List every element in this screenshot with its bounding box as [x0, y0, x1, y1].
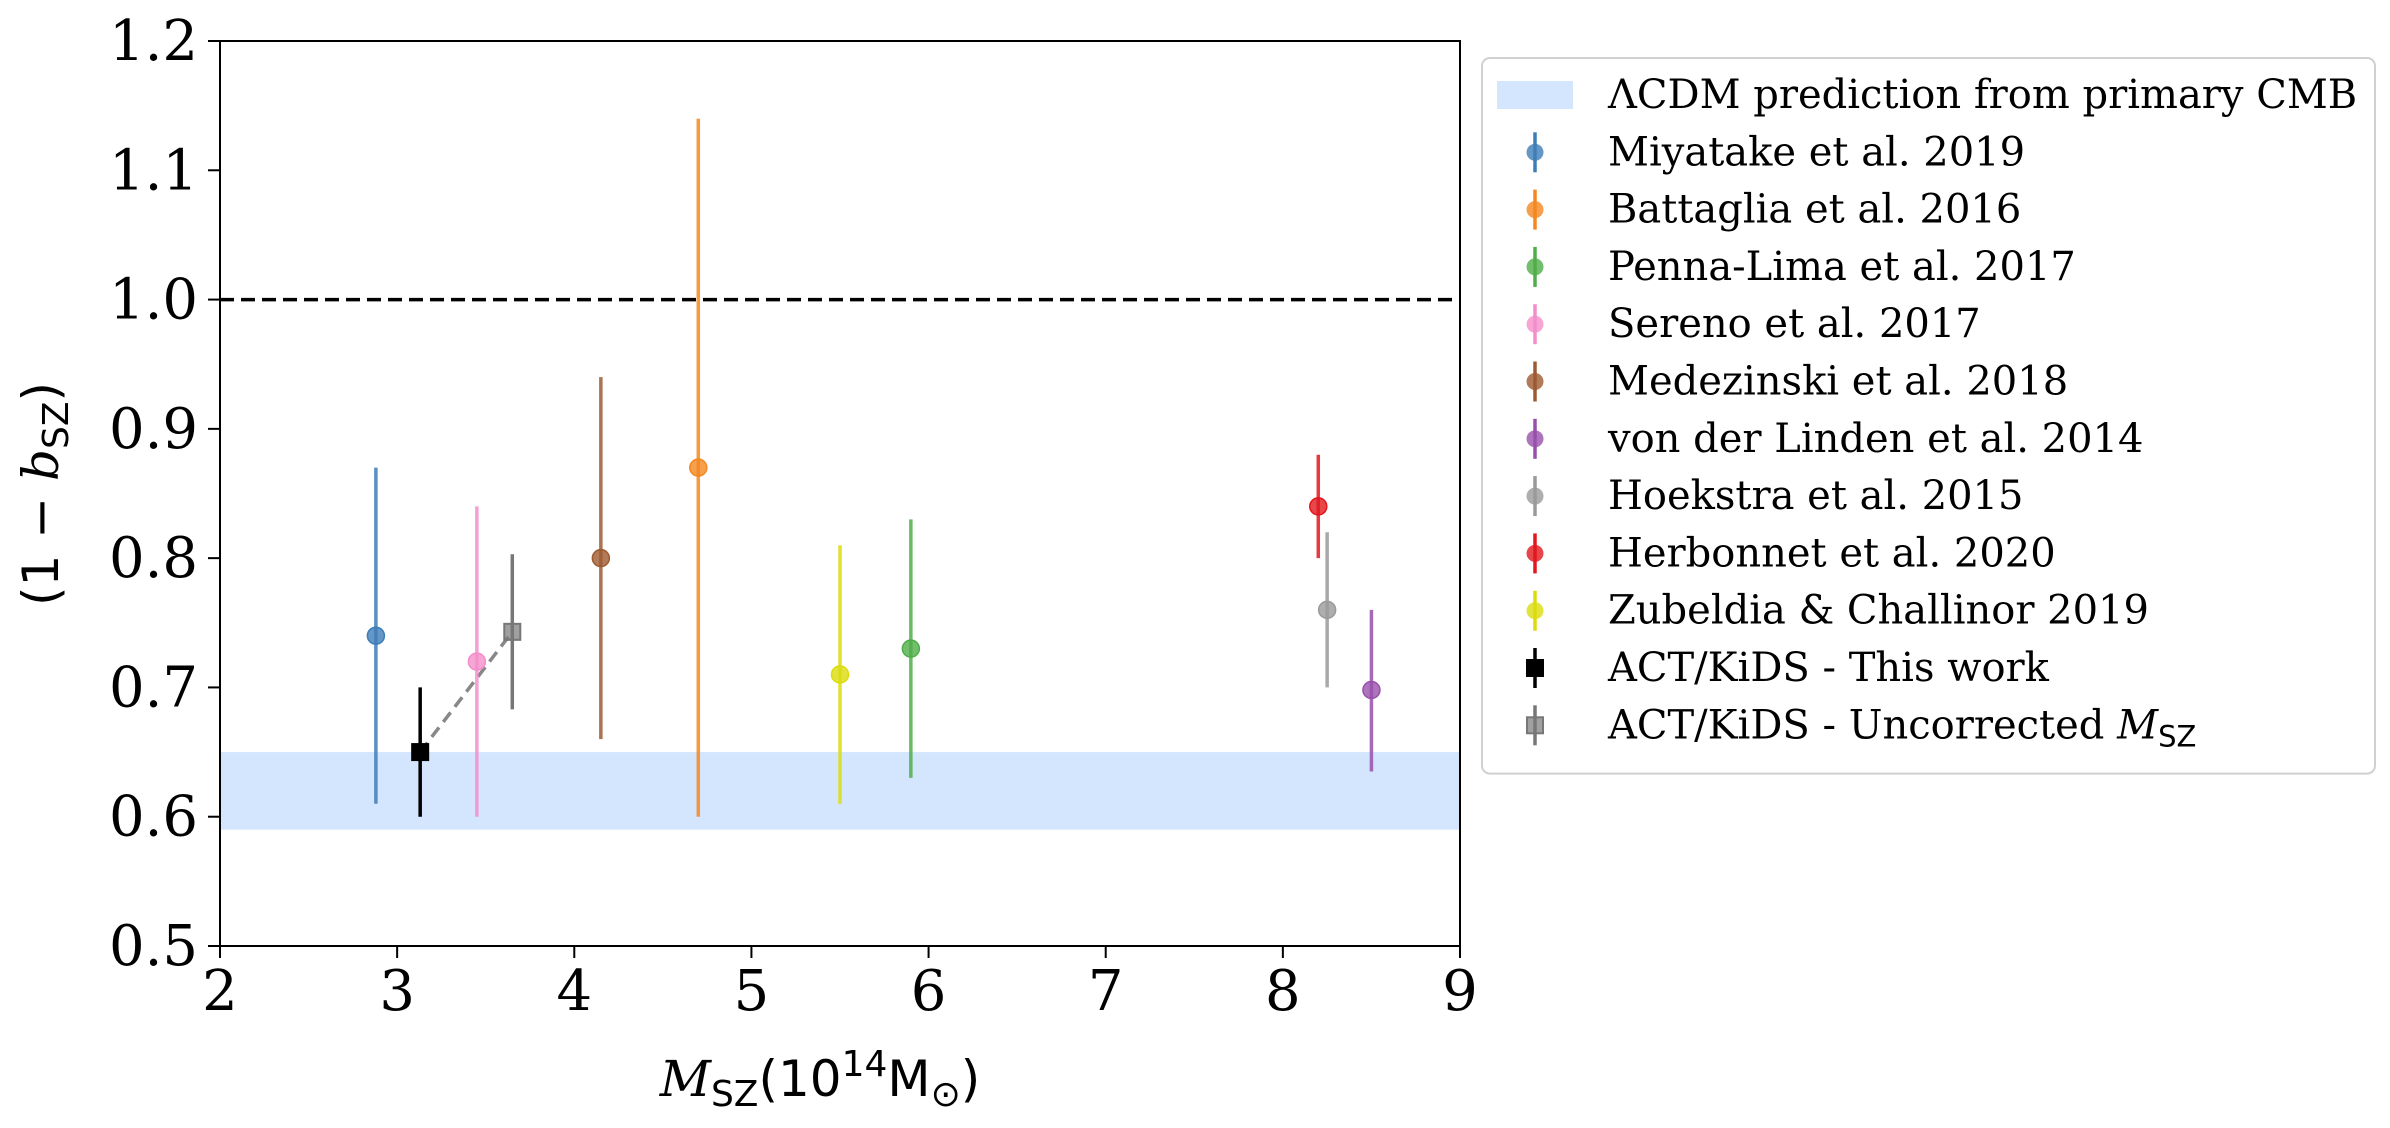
y-tick-label: 1.0 [109, 268, 198, 333]
legend-circle-marker [1526, 201, 1544, 219]
axes: 2 3 4 5 6 7 8 9 0.5 0.6 0.7 0.8 0.9 1.0 1.1 1.2 [109, 9, 1478, 1024]
legend-label: Miyatake et al. 2019 [1608, 129, 2025, 175]
x-tick-label: 6 [911, 959, 947, 1024]
data-point [1362, 609, 1381, 772]
legend-item: ACT/KiDS - This work [1526, 645, 2050, 691]
legend-circle-marker [1526, 544, 1544, 562]
legend-item: Herbonnet et al. 2020 [1526, 530, 2056, 576]
circle-marker [1362, 680, 1381, 700]
circle-marker [467, 652, 487, 671]
axes-frame [219, 40, 1461, 947]
plot-area [220, 118, 1460, 830]
legend-item: Miyatake et al. 2019 [1526, 129, 2025, 175]
legend-label: Battaglia et al. 2016 [1608, 187, 2021, 233]
circle-marker [830, 665, 850, 684]
legend-circle-marker [1526, 602, 1544, 620]
legend-label: Zubeldia & Challinor 2019 [1608, 588, 2149, 634]
x-tick-label: 9 [1442, 959, 1478, 1024]
legend-square-marker [1526, 716, 1544, 735]
data-point [1309, 454, 1328, 559]
square-marker [503, 622, 522, 641]
x-tick-label: 3 [379, 959, 415, 1024]
legend-square-marker [1526, 659, 1544, 677]
legend-item: Sereno et al. 2017 [1526, 301, 1981, 347]
y-tick-label: 1.1 [109, 138, 198, 203]
x-axis-label: MSZ(1014M⊙) [659, 1044, 981, 1115]
y-tick-label: 0.5 [109, 914, 198, 979]
legend-label: Herbonnet et al. 2020 [1608, 530, 2056, 576]
x-tick-label: 8 [1265, 959, 1301, 1024]
data-point [503, 554, 522, 710]
legend-circle-marker [1526, 315, 1544, 333]
legend-label: Hoekstra et al. 2015 [1608, 473, 2024, 519]
legend-band-swatch [1497, 81, 1573, 109]
circle-marker [591, 548, 611, 568]
y-tick-label: 0.9 [109, 397, 198, 462]
y-tick-label: 0.7 [109, 655, 198, 720]
data-point [830, 545, 850, 804]
data-point [689, 118, 708, 817]
legend-item: Zubeldia & Challinor 2019 [1526, 588, 2149, 634]
legend-item: Penna-Lima et al. 2017 [1526, 244, 2076, 290]
data-point [591, 377, 611, 740]
legend-label: Sereno et al. 2017 [1608, 301, 1981, 347]
circle-marker [1317, 600, 1337, 620]
y-tick-label: 0.6 [109, 785, 198, 850]
x-tick-label: 7 [1088, 959, 1124, 1024]
legend-circle-marker [1526, 430, 1544, 448]
x-tick-label: 4 [556, 959, 592, 1024]
connector-line [418, 630, 514, 754]
x-tick-label: 5 [734, 959, 770, 1024]
y-axis-label: (1 − bSZ) [12, 382, 77, 606]
square-marker [411, 743, 430, 762]
data-point [1317, 532, 1337, 688]
circle-marker [689, 458, 708, 477]
legend-label: ACT/KiDS - Uncorrected MSZ [1607, 702, 2196, 753]
legend-circle-marker [1526, 487, 1544, 505]
legend-box [1481, 57, 2376, 775]
legend-label: ACT/KiDS - This work [1607, 645, 2050, 691]
y-tick-label: 1.2 [109, 9, 198, 74]
legend-label: von der Linden et al. 2014 [1607, 416, 2143, 462]
legend-circle-marker [1526, 373, 1544, 390]
data-point [411, 687, 430, 817]
data-point [901, 519, 921, 778]
data-point [366, 467, 386, 804]
legend-label: Medezinski et al. 2018 [1608, 359, 2068, 405]
circle-marker [1309, 497, 1328, 516]
legend-item: Hoekstra et al. 2015 [1526, 473, 2024, 519]
legend-circle-marker [1526, 143, 1544, 161]
legend-item: von der Linden et al. 2014 [1526, 416, 2143, 462]
legend: ΛCDM prediction from primary CMB Miyatake… [1481, 57, 2376, 775]
legend-circle-marker [1526, 258, 1544, 276]
x-tick-label: 2 [202, 959, 238, 1024]
circle-marker [901, 639, 921, 658]
y-tick-label: 0.8 [109, 526, 198, 591]
legend-label: ΛCDM prediction from primary CMB [1607, 72, 2357, 118]
legend-label: Penna-Lima et al. 2017 [1608, 244, 2076, 290]
circle-marker [366, 626, 386, 645]
legend-item: ΛCDM prediction from primary CMB [1497, 72, 2357, 118]
legend-item: Medezinski et al. 2018 [1526, 359, 2068, 405]
legend-item: Battaglia et al. 2016 [1526, 187, 2021, 233]
data-point [467, 506, 487, 817]
legend-item: ACT/KiDS - Uncorrected MSZ [1526, 702, 2196, 753]
